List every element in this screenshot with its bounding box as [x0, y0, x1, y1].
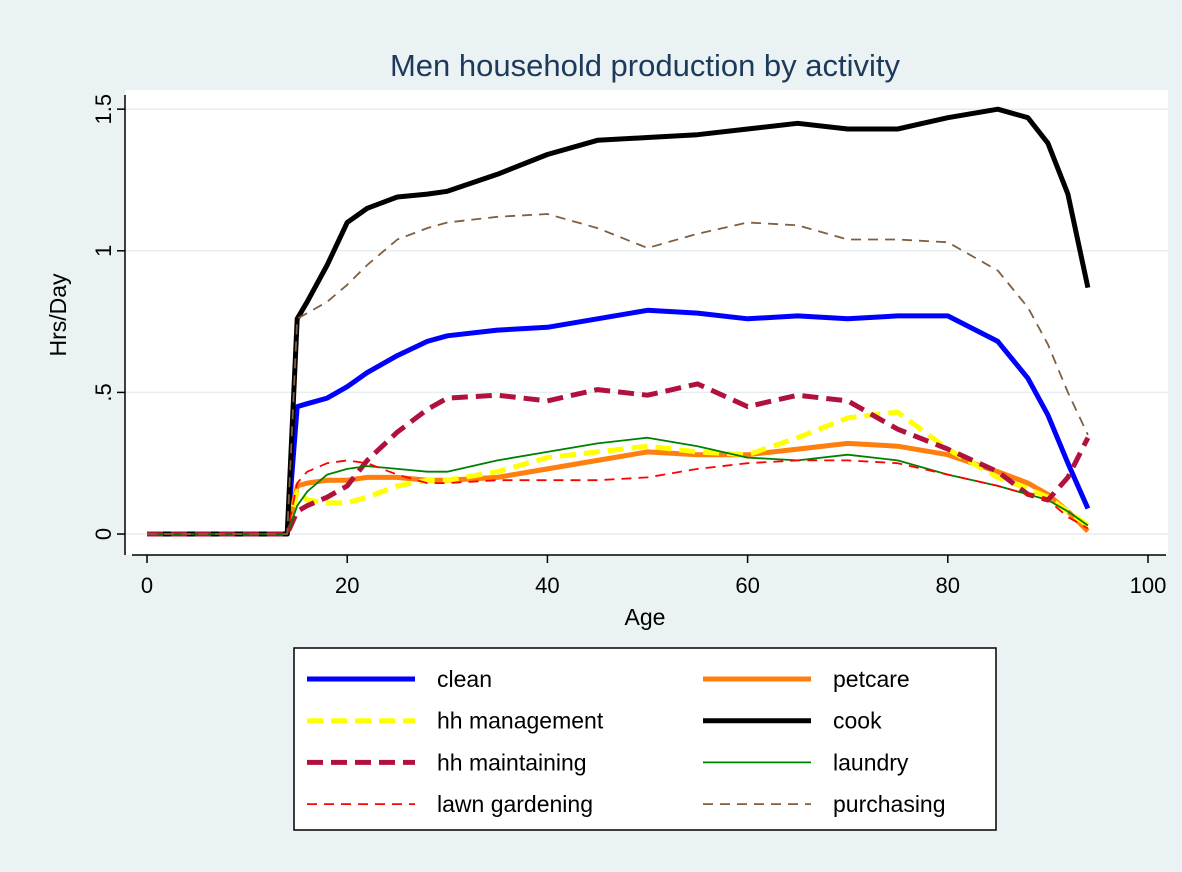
legend-label: hh maintaining	[437, 749, 587, 775]
x-axis-label: Age	[625, 604, 666, 630]
chart-title: Men household production by activity	[390, 48, 901, 83]
x-tick-label: 80	[936, 573, 960, 598]
x-tick-label: 100	[1130, 573, 1167, 598]
x-tick-label: 20	[335, 573, 359, 598]
y-axis-label: Hrs/Day	[45, 273, 71, 357]
y-tick-label: .5	[91, 383, 116, 401]
y-tick-label: 1	[91, 245, 116, 257]
plot-area	[125, 90, 1168, 555]
legend-label: cook	[833, 708, 882, 734]
x-tick-label: 0	[141, 573, 153, 598]
series-line	[147, 409, 1090, 537]
series-line	[147, 213, 1089, 535]
legend-label: lawn gardening	[437, 791, 593, 817]
legend-label: laundry	[833, 749, 909, 775]
x-tick-label: 60	[735, 573, 759, 598]
series-line	[147, 440, 1090, 537]
x-tick-label: 40	[535, 573, 559, 598]
legend-label: petcare	[833, 666, 910, 692]
y-tick-label: 1.5	[91, 94, 116, 125]
series-line	[147, 459, 1089, 535]
series-line	[147, 381, 1091, 537]
legend-label: clean	[437, 666, 492, 692]
series-line	[147, 106, 1091, 537]
legend-label: hh management	[437, 708, 604, 734]
series-line	[147, 307, 1091, 537]
legend-label: purchasing	[833, 791, 946, 817]
y-tick-label: 0	[91, 528, 116, 540]
